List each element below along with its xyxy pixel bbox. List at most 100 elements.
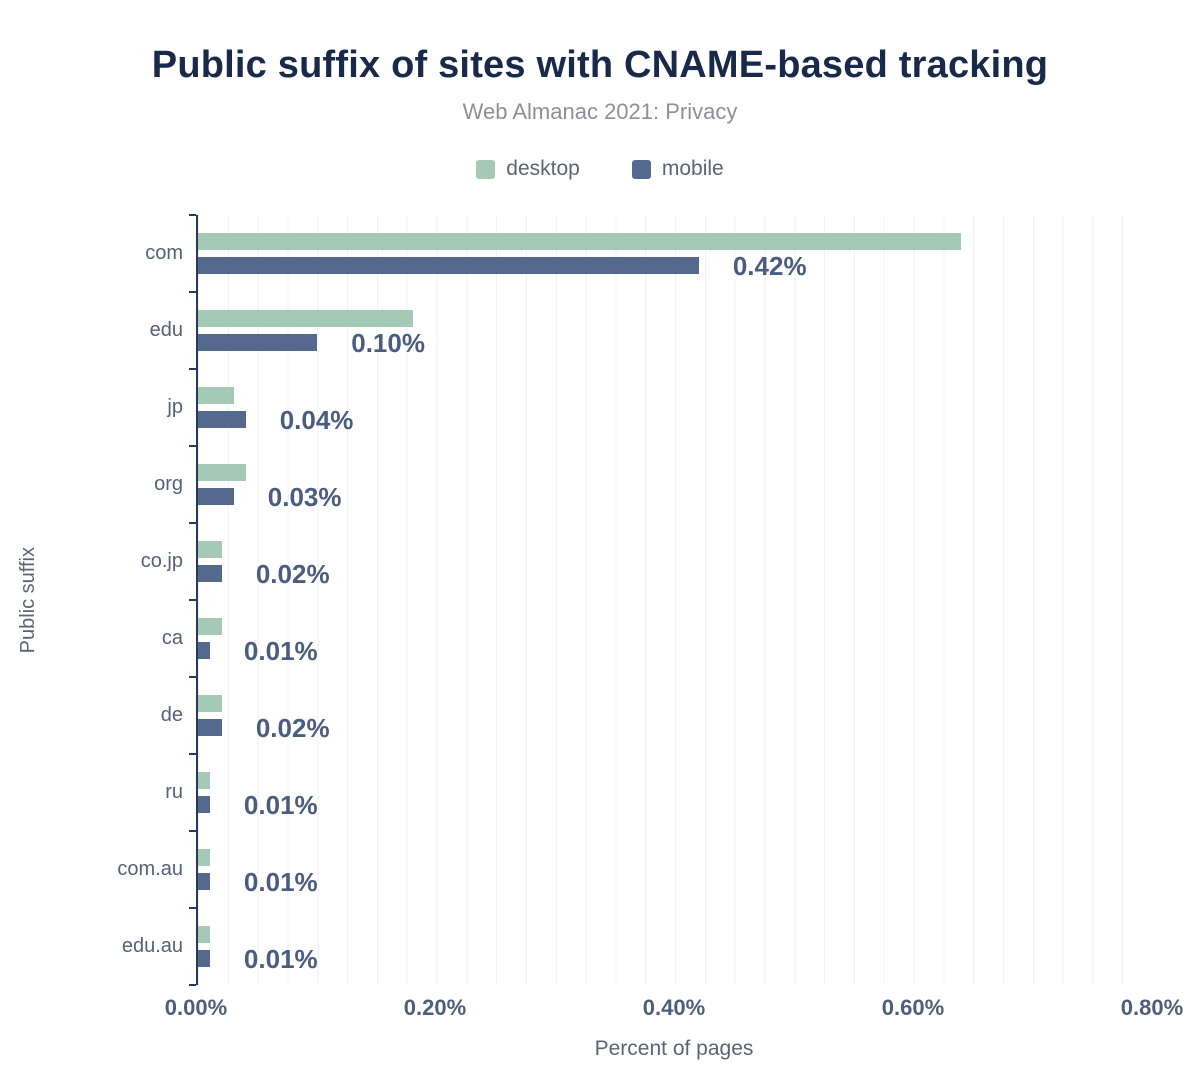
category-label: ca [161, 627, 183, 649]
value-annotation: 0.01% [243, 789, 318, 820]
chart-subtitle: Web Almanac 2021: Privacy [462, 99, 738, 124]
value-annotation: 0.10% [351, 327, 425, 358]
category-label: com.au [117, 858, 183, 880]
bar-line [198, 541, 1152, 558]
bar-line: 0.02% [198, 715, 1152, 741]
value-annotation: 0.01% [243, 635, 318, 666]
category-label: edu [149, 319, 183, 341]
mobile-bar [198, 334, 318, 351]
x-axis-tick-label: 0.40% [642, 995, 706, 1020]
legend-swatch [631, 159, 651, 179]
bar-line [198, 772, 1152, 789]
desktop-bar [198, 310, 413, 327]
y-axis-tick [189, 907, 196, 909]
desktop-bar [198, 387, 234, 404]
bar-line [198, 310, 1152, 327]
value-annotation: 0.02% [255, 712, 330, 743]
desktop-bar [198, 695, 222, 712]
legend-item-desktop: desktop [476, 157, 580, 181]
value-annotation: 0.02% [255, 558, 330, 589]
bar-group: 0.01% [198, 754, 1152, 831]
desktop-bar [198, 618, 222, 635]
bar-group: 0.10% [198, 292, 1152, 369]
legend-label: desktop [506, 157, 580, 180]
y-axis-title-column: Public suffix [0, 215, 56, 985]
bar-group: 0.42% [198, 215, 1152, 292]
category-label: com [145, 242, 183, 264]
mobile-bar [198, 411, 246, 428]
mobile-bar [198, 873, 210, 890]
y-axis-tick [189, 291, 196, 293]
desktop-bar [198, 541, 222, 558]
bar-line: 0.42% [198, 253, 1152, 279]
bar-group: 0.01% [198, 600, 1152, 677]
y-axis-tick [189, 599, 196, 601]
category-label: de [160, 704, 183, 726]
desktop-bar [198, 849, 210, 866]
bar-line: 0.01% [198, 638, 1152, 664]
x-axis-title: Percent of pages [594, 1037, 754, 1060]
mobile-bar [198, 488, 234, 505]
mobile-bar [198, 565, 222, 582]
desktop-bar [198, 233, 962, 250]
x-axis-tick-label: 0.00% [164, 995, 228, 1020]
x-axis: 0.00% 0.20% 0.40% 0.60% 0.80% [165, 995, 1183, 1023]
chart-title: Public suffix of sites with CNAME-based … [151, 44, 1049, 86]
mobile-bar [198, 642, 210, 659]
bar-line: 0.01% [198, 792, 1152, 818]
mobile-bar [198, 719, 222, 736]
category-label: jp [167, 396, 183, 418]
chart-body: Public suffix com edu jp org co.jp ca de ru com.… [0, 214, 1200, 1061]
category-label: co.jp [140, 550, 183, 572]
category-label: edu.au [121, 935, 183, 957]
bar-group: 0.01% [198, 831, 1152, 908]
bar-line: 0.01% [198, 869, 1152, 895]
bar-line: 0.02% [198, 561, 1152, 587]
desktop-bar [198, 772, 210, 789]
mobile-bar [198, 950, 210, 967]
mobile-bar [198, 257, 699, 274]
y-axis-tick [189, 445, 196, 447]
y-axis-tick [189, 368, 196, 370]
value-annotation: 0.04% [279, 404, 354, 435]
desktop-bar [198, 926, 210, 943]
legend-label: mobile [661, 157, 724, 180]
bar-line [198, 695, 1152, 712]
bar-line [198, 849, 1152, 866]
y-axis-tick [189, 984, 196, 986]
category-label: org [154, 473, 183, 495]
legend-item-mobile: mobile [631, 157, 724, 181]
bar-line [198, 618, 1152, 635]
plot-region: Public suffix com edu jp org co.jp ca de ru com.… [0, 214, 1152, 986]
x-axis-tick-label: 0.20% [403, 995, 467, 1020]
y-axis-tick [189, 830, 196, 832]
bar-line [198, 387, 1152, 404]
x-axis-tick-label: 0.80% [1120, 995, 1184, 1020]
y-axis-tick [189, 214, 196, 216]
bar-line [198, 464, 1152, 481]
value-annotation: 0.03% [267, 481, 342, 512]
bar-line: 0.04% [198, 407, 1152, 433]
legend: desktop mobile [0, 157, 1200, 181]
bar-group: 0.03% [198, 446, 1152, 523]
plot-area: 0.42% 0.10% 0.04% 0.03% 0.02% 0.01% 0.02% 0.01%… [189, 214, 1152, 986]
value-annotation: 0.01% [243, 943, 318, 974]
y-axis-tick [189, 676, 196, 678]
bar-group: 0.01% [198, 908, 1152, 985]
bar-group: 0.02% [198, 523, 1152, 600]
bar-line [198, 233, 1152, 250]
bar-line: 0.01% [198, 946, 1152, 972]
y-axis-title: Public suffix [16, 546, 39, 654]
desktop-bar [198, 464, 246, 481]
category-labels: com edu jp org co.jp ca de ru com.au edu.au [56, 215, 196, 985]
bar-line: 0.03% [198, 484, 1152, 510]
category-label: ru [165, 781, 183, 803]
value-annotation: 0.42% [732, 250, 807, 281]
x-axis-tick-label: 0.60% [881, 995, 945, 1020]
bar-line [198, 926, 1152, 943]
bar-line: 0.10% [198, 330, 1152, 356]
bar-group: 0.04% [198, 369, 1152, 446]
value-annotation: 0.01% [243, 866, 318, 897]
mobile-bar [198, 796, 210, 813]
